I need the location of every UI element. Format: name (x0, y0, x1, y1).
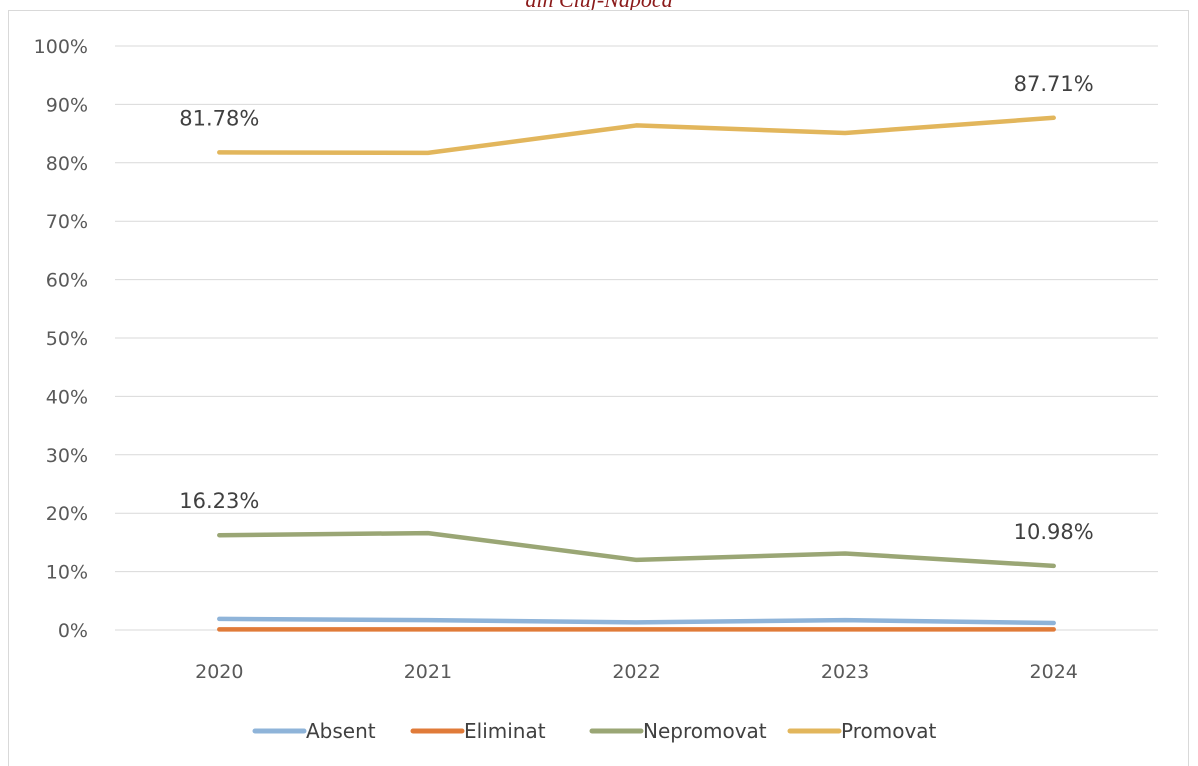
x-tick-label: 2024 (1030, 661, 1078, 683)
data-label: 87.71% (1014, 72, 1094, 96)
y-tick-label: 60% (46, 270, 88, 292)
chart-frame (8, 10, 1189, 766)
series-line-promovat (217, 115, 1056, 156)
y-tick-label: 100% (34, 36, 88, 58)
y-tick-label: 90% (46, 94, 88, 116)
y-tick-label: 40% (46, 386, 88, 408)
legend-label-absent: Absent (306, 719, 376, 743)
y-tick-label: 70% (46, 211, 88, 233)
y-tick-label: 80% (46, 153, 88, 175)
legend-label-promovat: Promovat (841, 719, 937, 743)
x-tick-label: 2021 (404, 661, 452, 683)
y-tick-label: 30% (46, 445, 88, 467)
y-tick-label: 10% (46, 562, 88, 584)
legend-label-nepromovat: Nepromovat (643, 719, 767, 743)
chart-title-fragment: din Cluj-Napoca (0, 0, 1198, 10)
series-line-nepromovat (217, 530, 1056, 569)
data-label: 16.23% (179, 489, 259, 513)
y-tick-label: 50% (46, 328, 88, 350)
x-tick-label: 2023 (821, 661, 869, 683)
legend-label-eliminat: Eliminat (464, 719, 546, 743)
series-line-absent (217, 616, 1056, 626)
x-tick-label: 2022 (612, 661, 660, 683)
data-label: 10.98% (1014, 520, 1094, 544)
x-tick-label: 2020 (195, 661, 243, 683)
y-tick-label: 0% (58, 620, 88, 642)
data-label: 81.78% (179, 106, 259, 130)
y-tick-label: 20% (46, 503, 88, 525)
